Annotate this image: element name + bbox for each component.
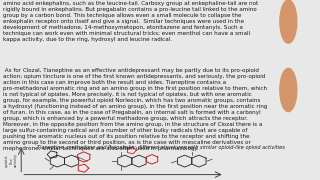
Text: opioid-
like
activity: opioid- like activity	[4, 153, 18, 167]
Text: As for Clozal, Tianeptine as an effective antidepressant may be partly due to it: As for Clozal, Tianeptine as an effectiv…	[3, 68, 268, 151]
Text: Tianeptine, methadone and Pregabalin: different structures with similar opioid-l: Tianeptine, methadone and Pregabalin: di…	[37, 145, 285, 150]
Circle shape	[280, 0, 297, 43]
Text: amino acid enkephalins, such as the leucine-tail. Carboxy group at enkephaline-t: amino acid enkephalins, such as the leuc…	[3, 1, 258, 42]
Circle shape	[280, 68, 297, 112]
